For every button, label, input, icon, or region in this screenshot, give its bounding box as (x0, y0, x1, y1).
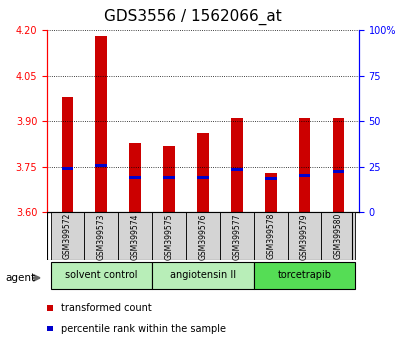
Bar (321, 212, 355, 260)
Bar (50, 262, 152, 289)
Text: GSM399574: GSM399574 (130, 213, 139, 259)
Bar (253, 212, 287, 260)
Bar (61, 167, 73, 170)
Bar (95, 164, 107, 167)
Bar (332, 170, 344, 173)
Bar (84, 212, 118, 260)
Bar (298, 118, 310, 212)
Text: solvent control: solvent control (65, 269, 137, 280)
Bar (219, 212, 253, 260)
Text: GSM399576: GSM399576 (198, 213, 207, 259)
Bar (230, 118, 242, 212)
Text: GSM399578: GSM399578 (265, 213, 274, 259)
Text: GDS3556 / 1562066_at: GDS3556 / 1562066_at (103, 9, 281, 25)
Bar (152, 262, 253, 289)
Bar (152, 212, 186, 260)
Text: GSM399577: GSM399577 (232, 213, 241, 259)
Bar (129, 143, 141, 212)
Text: GSM399579: GSM399579 (299, 213, 308, 259)
Bar (129, 176, 141, 179)
Bar (264, 173, 276, 212)
Bar (253, 262, 355, 289)
Bar (197, 176, 208, 179)
Bar (163, 145, 175, 212)
Text: transformed count: transformed count (61, 303, 151, 313)
Text: agent: agent (5, 273, 35, 283)
Bar (264, 177, 276, 181)
Bar (61, 97, 73, 212)
Text: GSM399573: GSM399573 (97, 213, 106, 259)
Bar (118, 212, 152, 260)
Bar (287, 212, 321, 260)
Bar (230, 169, 242, 171)
Text: angiotensin II: angiotensin II (169, 269, 236, 280)
Bar (186, 212, 219, 260)
Text: torcetrapib: torcetrapib (277, 269, 331, 280)
Bar (298, 175, 310, 177)
Bar (197, 133, 208, 212)
Bar (332, 118, 344, 212)
Text: GSM399575: GSM399575 (164, 213, 173, 259)
Text: GSM399580: GSM399580 (333, 213, 342, 259)
Text: GSM399572: GSM399572 (63, 213, 72, 259)
Bar (95, 36, 107, 212)
Bar (163, 176, 175, 179)
Text: percentile rank within the sample: percentile rank within the sample (61, 324, 225, 333)
Bar (50, 212, 84, 260)
